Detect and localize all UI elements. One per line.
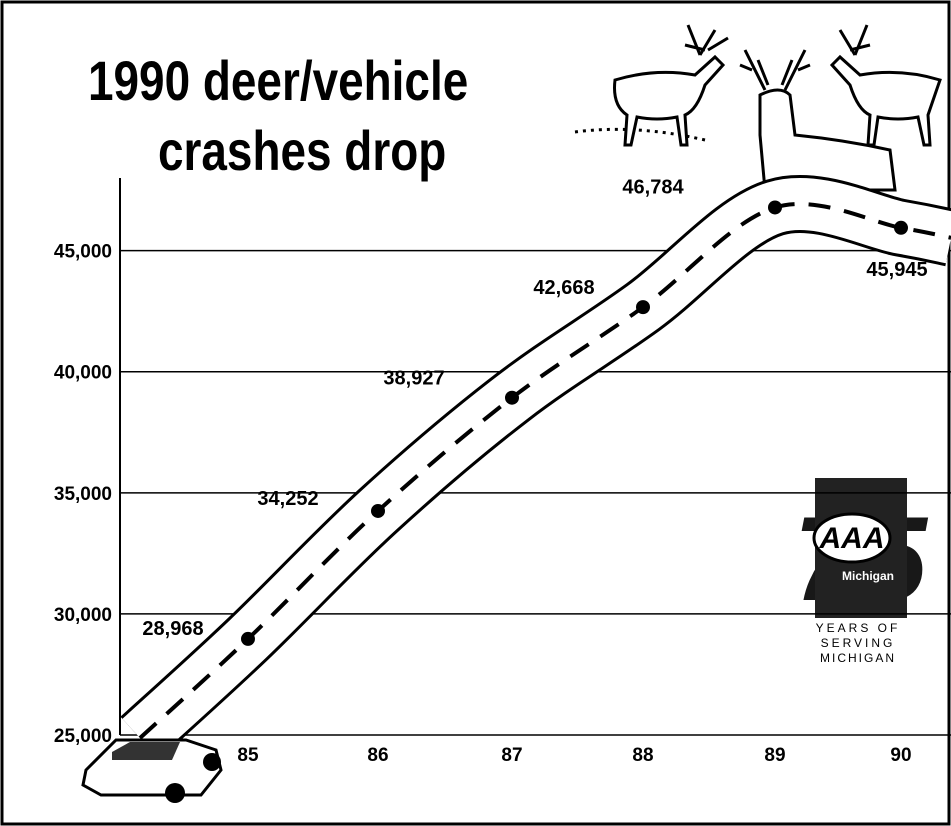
title-block: 1990 deer/vehicle — [88, 50, 468, 112]
chart-title: crashes drop — [158, 120, 446, 182]
value-label: 34,252 — [257, 488, 318, 510]
data-point — [505, 391, 519, 405]
data-point — [241, 632, 255, 646]
x-tick-label: 85 — [237, 745, 259, 766]
x-tick-label: 86 — [367, 745, 388, 766]
y-tick-label: 45,000 — [54, 242, 112, 263]
value-label: 46,784 — [622, 176, 684, 198]
logo-badge: AAA — [819, 522, 885, 555]
aaa-logo: AAA Michigan YEARS OF SERVING MICHIGAN — [814, 478, 907, 665]
y-tick-label: 40,000 — [54, 363, 112, 384]
title-block: crashes drop — [158, 120, 446, 182]
value-label: 42,668 — [533, 277, 594, 299]
y-tick-label: 25,000 — [54, 726, 112, 747]
y-tick-label: 30,000 — [54, 605, 112, 626]
value-label: 45,945 — [866, 259, 927, 281]
logo-line: SERVING — [821, 636, 896, 650]
value-label: 38,927 — [383, 368, 444, 390]
x-tick-label: 88 — [632, 745, 653, 766]
y-tick-label: 35,000 — [54, 484, 112, 505]
car-wheel — [203, 753, 221, 771]
page: {"chart_data": {"type": "line", "title":… — [0, 0, 951, 826]
logo-line: MICHIGAN — [820, 651, 896, 665]
data-point — [768, 200, 782, 214]
x-tick-label: 87 — [501, 745, 522, 766]
value-label: 28,968 — [142, 618, 203, 640]
x-tick-label: 90 — [890, 745, 911, 766]
logo-line: YEARS OF — [816, 621, 901, 635]
data-point — [636, 300, 650, 314]
chart-title: 1990 deer/vehicle — [88, 50, 468, 112]
logo-badge-sub: Michigan — [842, 569, 894, 583]
x-tick-label: 89 — [764, 745, 785, 766]
chart: 1990 deer/vehicle crashes drop 75 AAA Mi… — [0, 0, 951, 826]
car-wheel — [165, 783, 185, 803]
data-point — [894, 221, 908, 235]
data-point — [371, 504, 385, 518]
